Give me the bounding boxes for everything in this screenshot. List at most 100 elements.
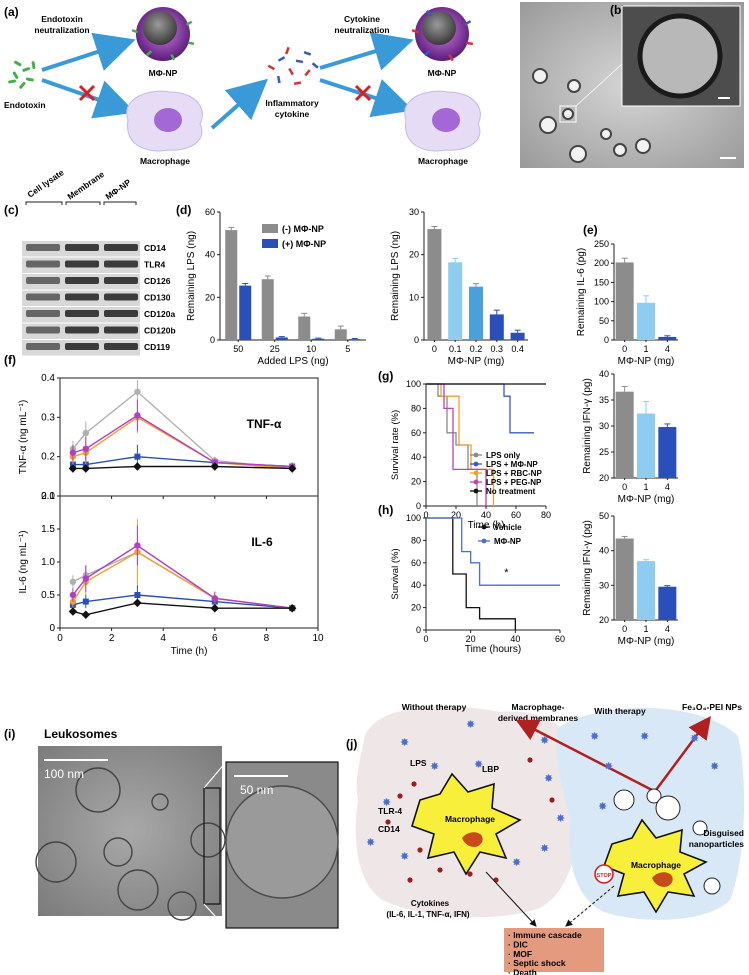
bar [616,392,634,478]
x-axis-label: MΦ-NP (mg) [618,494,675,505]
fe3o4-label: Fe₃O₄-PEI NPs [682,702,742,712]
cytokines-list-label: (IL-6, IL-1, TNF-α, IFN) [386,910,469,919]
inflammatory-cytokine-label: Inflammatory cytokine [265,98,319,119]
y-tick-label: 2.0 [41,491,55,502]
blot-band [65,343,99,350]
x-tick-label: 0 [57,633,63,644]
data-point [134,454,140,460]
blot-band [65,310,99,317]
svg-text:✸: ✸ [640,731,649,743]
blot-band [104,261,138,268]
x-tick-label: 60 [511,510,521,520]
x-tick-label: 6 [212,633,218,644]
data-point [83,430,89,436]
data-point [134,592,140,598]
survival-line [426,518,515,630]
y-tick-label: 25 [599,447,609,457]
y-tick-label: 0 [49,623,55,634]
y-axis-label: Remaining IFN-γ (pg) [582,520,593,616]
x-tick-label: 4 [160,633,166,644]
y-tick-label: 60 [205,207,215,217]
svg-text:✸: ✸ [400,737,409,749]
cytokines-label: Cytokines [411,899,450,908]
macrophage-left-j-label: Macrophage [445,814,495,824]
macrophage-left [127,91,203,151]
legend-label: Vehicle [494,523,522,532]
tlr4-label: TLR-4 [378,806,402,816]
blot-band [65,294,99,301]
arrow-macrophage-to-cytokine [212,84,262,128]
panel-a-label: (a) [4,5,19,19]
legend-marker [474,462,479,467]
y-tick-label: 0 [416,625,421,635]
y-tick-label: 20 [599,473,609,483]
svg-text:✸: ✸ [544,773,553,785]
x-axis-label: MΦ-NP (mg) [618,636,675,647]
svg-text:✸: ✸ [540,735,549,747]
y-tick-label: 30 [599,421,609,431]
bar [616,539,634,620]
mphi-np-left [132,7,194,61]
chart-e2: 20253035400 1 4MΦ-NP (mg)Remaining IFN-γ (… [582,369,678,505]
bar [448,262,462,340]
legend-swatch [262,224,278,233]
svg-text:✸: ✸ [512,857,521,869]
x-tick-label: 40 [481,510,491,520]
x-tick-label: 0 [423,634,428,644]
y-tick-label: 10 [409,292,419,302]
chart-d2: 01020300 0.1 0.2 0.3 0.4MΦ-NP (mg)Remaining … [390,207,528,367]
y-tick-label: 20 [409,250,419,260]
legend-label: (-) MΦ-NP [282,224,324,234]
x-tick-label: 80 [541,510,551,520]
chart-d1: 020406050 25 10 5Added LPS (ng)Remaining LP… [186,207,366,367]
cd14-label: CD14 [378,824,400,834]
data-point [134,542,140,548]
y-axis-label: Survival (%) [390,548,401,599]
bar [262,279,274,340]
y-tick-label: 20 [205,292,215,302]
y-tick-label: 20 [411,603,421,613]
blot-band [65,327,99,334]
data-point [211,604,219,612]
x-tick-label: 0.1 [449,344,462,354]
x-tick-label: 1 [643,482,648,492]
bar [312,339,324,340]
blot-row-label: CD120b [144,326,176,336]
blot-band [104,277,138,284]
blot-row-label: CD14 [144,243,166,253]
blot-band [65,261,99,268]
blot-col-mphi-np: MΦ-NP [103,177,133,202]
y-tick-label: 40 [599,369,609,379]
scale-label-50nm: 50 nm [240,783,273,797]
data-point [83,599,89,605]
y-tick-label: 0 [414,335,419,345]
x-tick-label: 0.2 [470,344,483,354]
x-tick-label: 20 [466,634,476,644]
x-tick-label: 4 [665,344,670,354]
panel-i-label: (i) [4,727,15,741]
tem-inset-particle [640,16,720,96]
blot-band [104,310,138,317]
svg-text:✸: ✸ [430,761,439,773]
y-tick-label: 0.3 [41,412,55,423]
blot-band [26,343,60,350]
with-therapy-label: With therapy [594,706,646,716]
data-point [83,446,89,452]
bar [239,286,251,340]
y-tick-label: 40 [599,546,609,556]
panel-a: (a) Endotoxin Endotoxin neutralization [4,5,480,166]
x-tick-label: 1 [643,344,648,354]
bar [490,314,504,340]
legend-label: LPS only [486,451,521,460]
y-axis-label: Remaining LPS (ng) [186,231,197,321]
data-point [70,450,76,456]
x-tick-label: 10 [306,344,316,354]
y-tick-label: 35 [599,395,609,405]
y-tick-label: 200 [594,258,609,268]
svg-text:✸: ✸ [540,843,549,855]
y-tick-label: 0 [416,501,421,511]
svg-text:✸: ✸ [590,731,599,743]
x-axis-label: Time (h) [171,646,208,657]
panel-e-label: (e) [583,223,598,237]
mphi-np-right [412,7,473,61]
